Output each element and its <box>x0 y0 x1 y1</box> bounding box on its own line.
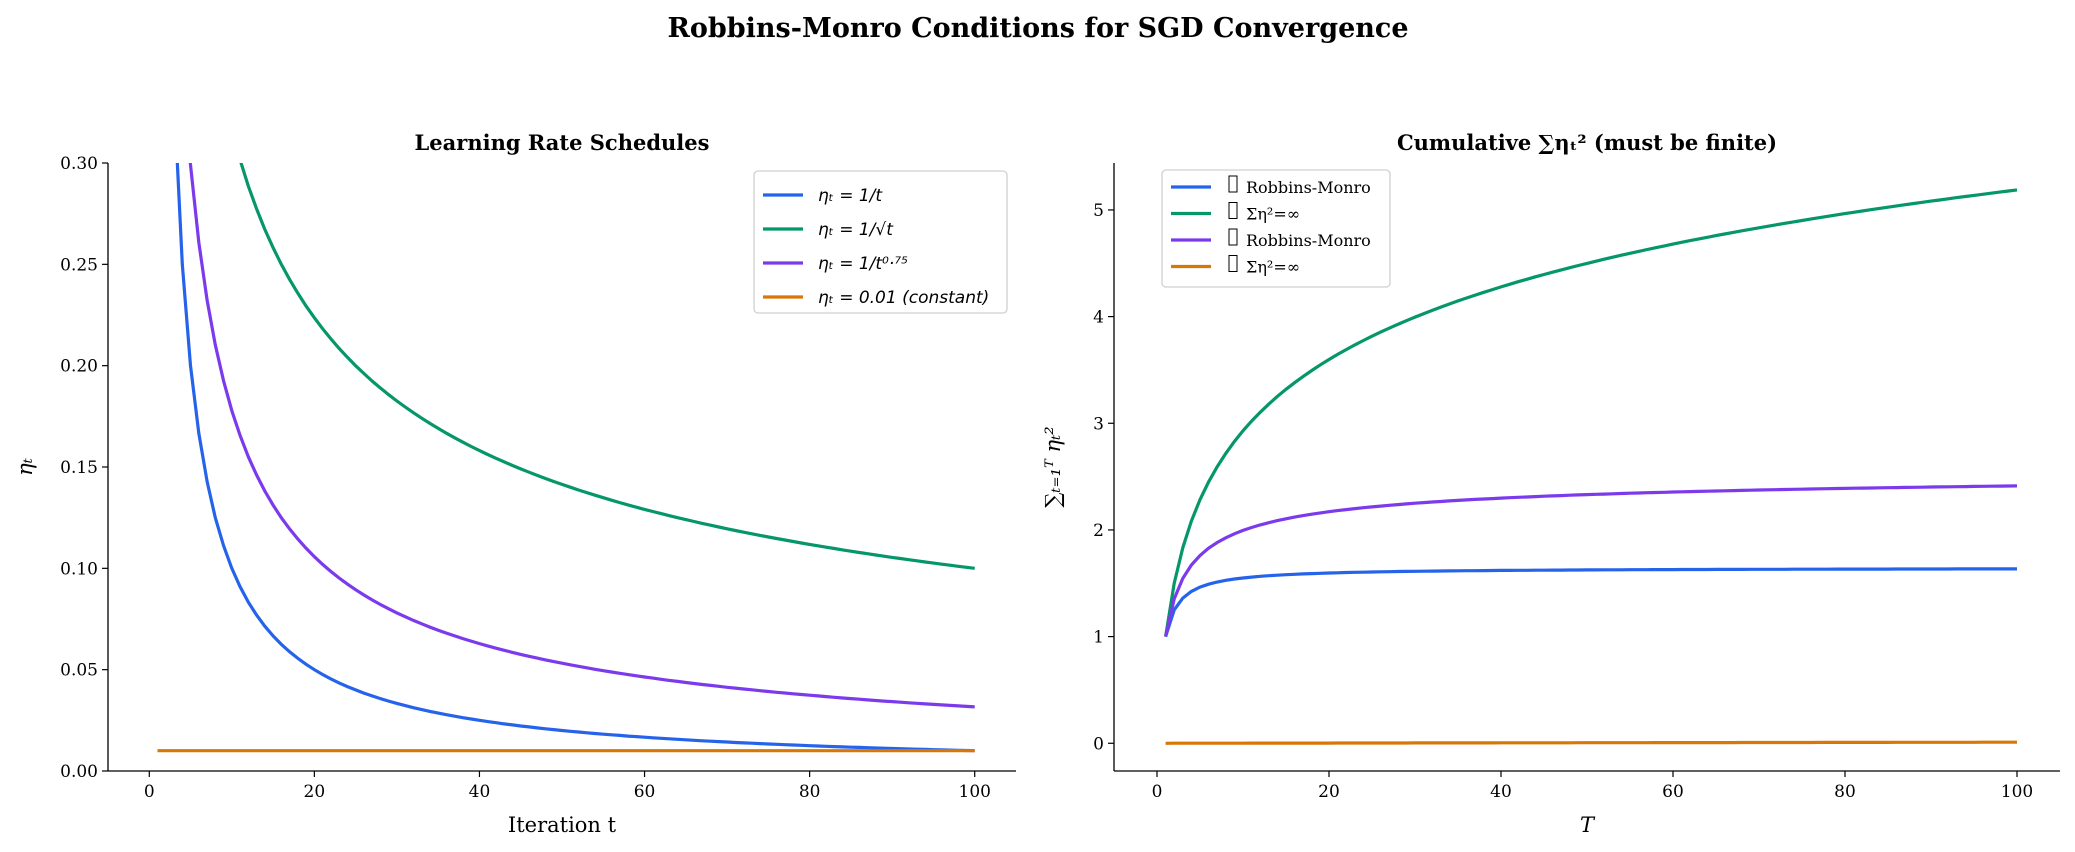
legend-label: ηₜ = 1/t <box>818 186 883 206</box>
y-tick-label: 0 <box>1093 734 1104 754</box>
y-tick-label: 4 <box>1093 308 1104 328</box>
y-tick-label: 0.25 <box>60 255 98 275</box>
x-tick-label: 60 <box>634 782 656 802</box>
x-tick-label: 40 <box>1490 782 1512 802</box>
y-tick-label: 5 <box>1093 201 1104 221</box>
series-line-2 <box>1164 484 2018 637</box>
x-tick-label: 80 <box>799 782 821 802</box>
y-tick-label: 0.30 <box>60 154 98 174</box>
series-line-1 <box>1164 188 2018 637</box>
x-tick-label: 100 <box>2001 782 2033 802</box>
legend-label: ηₜ = 1/√t <box>818 220 894 240</box>
series-line-3 <box>1165 740 2017 745</box>
y-tick-label: 0.05 <box>60 661 98 681</box>
missing-glyph-icon <box>1228 255 1238 272</box>
series-line-2 <box>188 163 975 709</box>
right-y-axis-label: ∑ₜ₌₁ᵀ ηₜ² <box>1041 426 1065 507</box>
legend-frame <box>1161 169 1391 288</box>
legend-label: ηₜ = 0.01 (constant) <box>818 288 989 308</box>
legend-frame <box>753 170 1008 314</box>
left-axes: Learning Rate Schedules Iteration t ηₜ 0… <box>13 130 1016 837</box>
x-tick-label: 0 <box>144 782 155 802</box>
left-chart-title: Learning Rate Schedules <box>415 130 710 155</box>
x-tick-label: 20 <box>304 782 326 802</box>
missing-glyph-icon <box>1228 202 1238 219</box>
y-tick-label: 0.10 <box>60 559 98 579</box>
left-x-axis-label: Iteration t <box>508 813 617 837</box>
series-line-1 <box>239 163 975 570</box>
x-tick-label: 100 <box>959 782 991 802</box>
legend: Robbins-Monro Ση²=∞ Robbins-Monro Ση²=∞ <box>1161 169 1391 288</box>
y-tick-label: 2 <box>1093 521 1104 541</box>
x-tick-label: 0 <box>1152 782 1163 802</box>
y-tick-label: 3 <box>1093 414 1104 434</box>
x-tick-label: 40 <box>469 782 491 802</box>
missing-glyph-icon <box>1228 175 1238 193</box>
right-chart-title: Cumulative ∑ηₜ² (must be finite) <box>1397 130 1777 155</box>
y-tick-label: 0.00 <box>60 762 98 782</box>
left-y-axis-label: ηₜ <box>13 458 37 476</box>
suptitle: Robbins-Monro Conditions for SGD Converg… <box>667 13 1408 44</box>
right-axes: Cumulative ∑ηₜ² (must be finite) T ∑ₜ₌₁ᵀ… <box>1041 130 2060 837</box>
legend-label: Ση²=∞ <box>1246 258 1300 277</box>
y-tick-label: 0.20 <box>60 357 98 377</box>
x-tick-label: 20 <box>1318 782 1340 802</box>
y-tick-label: 1 <box>1093 628 1104 648</box>
legend-label: Ση²=∞ <box>1246 205 1300 224</box>
series-line-0 <box>1164 567 2017 638</box>
series-line-0 <box>175 163 975 753</box>
legend-label: Robbins-Monro <box>1246 178 1371 197</box>
x-tick-label: 60 <box>1662 782 1684 802</box>
missing-glyph-icon <box>1228 228 1238 246</box>
x-tick-label: 80 <box>1834 782 1856 802</box>
legend-label: ηₜ = 1/t⁰·⁷⁵ <box>818 254 908 274</box>
legend: ηₜ = 1/t ηₜ = 1/√t ηₜ = 1/t⁰·⁷⁵ ηₜ = 0.01 (… <box>753 170 1008 314</box>
legend-label: Robbins-Monro <box>1246 231 1371 250</box>
y-tick-label: 0.15 <box>60 458 98 478</box>
right-x-axis-label: T <box>1580 813 1596 837</box>
